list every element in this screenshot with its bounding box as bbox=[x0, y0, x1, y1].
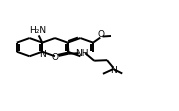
Text: N: N bbox=[39, 50, 46, 59]
Text: H₂N: H₂N bbox=[29, 26, 46, 36]
Text: N: N bbox=[110, 66, 117, 75]
Text: O: O bbox=[98, 30, 105, 39]
Text: O: O bbox=[52, 53, 59, 62]
Text: NH: NH bbox=[75, 49, 89, 58]
